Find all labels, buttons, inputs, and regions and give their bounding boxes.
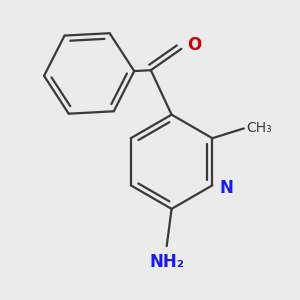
Text: NH₂: NH₂: [149, 253, 184, 271]
Text: CH₃: CH₃: [246, 122, 272, 135]
Text: O: O: [187, 36, 202, 54]
Text: N: N: [219, 179, 233, 197]
